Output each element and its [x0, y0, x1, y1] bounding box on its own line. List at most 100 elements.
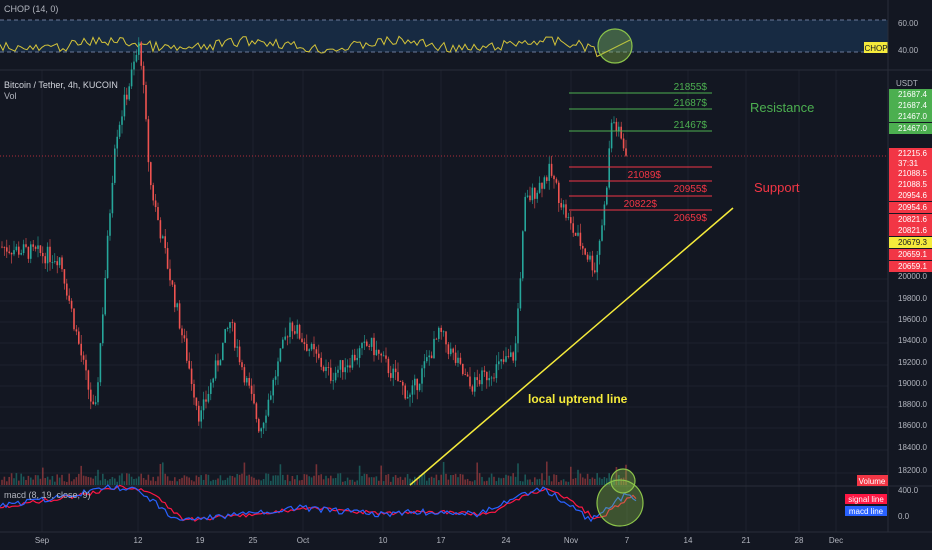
volume-bar	[368, 477, 370, 485]
volume-bar	[284, 480, 286, 485]
candle-body	[44, 256, 46, 264]
volume-bar	[118, 475, 121, 485]
volume-bar	[322, 479, 325, 485]
candle-body	[366, 341, 368, 346]
volume-bar	[512, 473, 514, 485]
volume-bar	[56, 474, 58, 485]
candle-body	[25, 244, 27, 247]
candle-body	[229, 322, 231, 328]
candle-body	[140, 42, 142, 66]
price-tag-bg	[889, 158, 932, 169]
volume-bar	[171, 480, 174, 485]
price-tick: 20000.0	[898, 272, 927, 281]
candle-body	[514, 343, 517, 361]
volume-bar	[205, 474, 207, 485]
candle-body	[601, 225, 603, 241]
uptrend-line	[409, 207, 734, 486]
candle-body	[414, 378, 416, 386]
volume-bar	[325, 475, 327, 485]
volume-bar	[375, 476, 378, 485]
candle-body	[150, 162, 152, 186]
volume-bar	[231, 476, 234, 485]
volume-bar	[570, 466, 572, 485]
candle-body	[375, 349, 378, 356]
candle-body	[498, 361, 500, 365]
candle-body	[106, 235, 109, 279]
candle-body	[409, 394, 411, 398]
volume-bar	[195, 475, 198, 485]
candle-body	[30, 244, 32, 259]
volume-bar	[152, 476, 154, 485]
price-tick: 21215.6	[898, 149, 927, 158]
price-tick: 20821.6	[898, 226, 927, 235]
volume-bar	[620, 478, 622, 485]
volume-bar	[445, 473, 447, 485]
candle-body	[534, 187, 536, 199]
grid	[0, 70, 888, 532]
candle-body	[507, 356, 510, 357]
candle-body	[411, 385, 414, 395]
volume-bar	[229, 475, 231, 485]
volume-bar	[601, 478, 603, 485]
volume-bar	[318, 475, 320, 485]
volume-bar	[442, 461, 445, 485]
volume-bar	[296, 475, 298, 485]
candle-body	[87, 370, 90, 390]
volume-bar	[82, 475, 85, 485]
volume-bar	[22, 476, 25, 485]
candle-body	[166, 248, 169, 269]
volume-bar	[625, 464, 627, 485]
volume-bar	[474, 480, 476, 485]
volume-bar	[142, 478, 145, 485]
candle-body	[37, 245, 39, 249]
volume-bar	[476, 462, 478, 485]
volume-bar	[236, 473, 238, 485]
volume-bar	[267, 473, 270, 485]
volume-bar	[265, 473, 267, 485]
volume-bar	[454, 473, 457, 485]
volume-bar	[366, 474, 368, 485]
volume-bar	[30, 477, 32, 485]
volume-highlight	[610, 468, 636, 494]
candle-body	[318, 353, 320, 358]
candle-body	[346, 365, 349, 368]
volume-bar	[579, 473, 582, 485]
volume-bar	[584, 478, 586, 485]
candle-body	[390, 373, 392, 378]
candle-body	[75, 329, 78, 332]
volume-bar	[262, 479, 265, 485]
volume-bar	[392, 476, 394, 485]
candle-body	[349, 365, 351, 368]
candles	[1, 37, 627, 438]
volume-bar	[310, 477, 313, 485]
volume-bar	[397, 477, 399, 485]
volume-bar	[550, 481, 553, 485]
candle-body	[574, 232, 577, 236]
candle-body	[368, 345, 370, 347]
candle-body	[399, 381, 402, 383]
volume-bar	[558, 481, 560, 485]
candle-body	[152, 185, 154, 201]
candle-body	[531, 187, 534, 201]
volume-bar	[531, 481, 534, 485]
volume-bar	[176, 481, 178, 485]
candle-body	[555, 179, 558, 183]
candle-body	[442, 331, 445, 333]
candle-body	[594, 270, 596, 273]
volume-bar	[541, 473, 543, 485]
candle-body	[445, 331, 447, 345]
candle-body	[586, 254, 589, 260]
macd-line	[0, 484, 637, 523]
candle-body	[248, 377, 250, 386]
candle-body	[337, 369, 339, 373]
volume-bar	[471, 481, 474, 485]
volume-bar	[202, 479, 205, 485]
price-tag-bg	[889, 214, 932, 225]
volume-bar	[385, 474, 387, 485]
candle-body	[202, 399, 205, 411]
candle-body	[142, 65, 145, 86]
candle-body	[46, 246, 49, 264]
volume-bar	[73, 479, 75, 485]
candle-body	[582, 245, 584, 249]
